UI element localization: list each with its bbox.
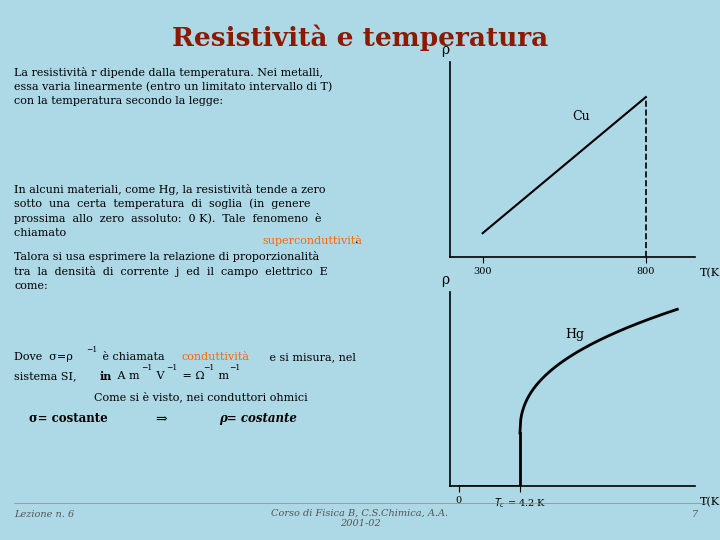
Text: σ= costante: σ= costante: [29, 412, 107, 425]
Text: −1: −1: [86, 346, 98, 354]
Text: Dove  σ=ρ: Dove σ=ρ: [14, 352, 73, 362]
Text: superconduttività: superconduttività: [263, 235, 363, 246]
Text: V: V: [153, 371, 165, 381]
Text: = Ω: = Ω: [179, 371, 204, 381]
Text: conduttività: conduttività: [181, 352, 249, 362]
Text: −1: −1: [203, 364, 215, 373]
Text: m: m: [215, 371, 229, 381]
Text: La resistività r dipende dalla temperatura. Nei metalli,
essa varia linearmente : La resistività r dipende dalla temperatu…: [14, 68, 333, 106]
Text: sistema SI,: sistema SI,: [14, 371, 81, 381]
Text: T(K): T(K): [700, 268, 720, 278]
Text: In alcuni materiali, come Hg, la resistività tende a zero
sotto  una  certa  tem: In alcuni materiali, come Hg, la resisti…: [14, 184, 326, 238]
Text: Cu: Cu: [572, 110, 590, 124]
Text: T(K): T(K): [700, 497, 720, 508]
Text: Lezione n. 6: Lezione n. 6: [14, 510, 75, 519]
Text: −1: −1: [141, 364, 153, 373]
Text: Talora si usa esprimere la relazione di proporzionalità
tra  la  densità  di  co: Talora si usa esprimere la relazione di …: [14, 251, 328, 291]
Text: ρ: ρ: [441, 273, 449, 287]
Text: Corso di Fisica B, C.S.Chimica, A.A.
2001-02: Corso di Fisica B, C.S.Chimica, A.A. 200…: [271, 509, 449, 528]
Text: ⇒: ⇒: [155, 412, 166, 426]
Text: 7: 7: [692, 510, 698, 519]
Text: Come si è visto, nei conduttori ohmici: Come si è visto, nei conduttori ohmici: [94, 392, 307, 402]
Text: Resistività e temperatura: Resistività e temperatura: [172, 24, 548, 51]
Text: −1: −1: [166, 364, 178, 373]
Text: ρ= costante: ρ= costante: [220, 412, 297, 425]
Text: in: in: [99, 371, 112, 382]
Text: .: .: [355, 235, 359, 245]
Text: Hg: Hg: [565, 328, 584, 341]
Text: è chiamata: è chiamata: [99, 352, 168, 362]
Text: ρ: ρ: [441, 43, 449, 57]
Text: A m: A m: [114, 371, 140, 381]
Text: e si misura, nel: e si misura, nel: [266, 352, 356, 362]
Text: −1: −1: [229, 364, 240, 373]
